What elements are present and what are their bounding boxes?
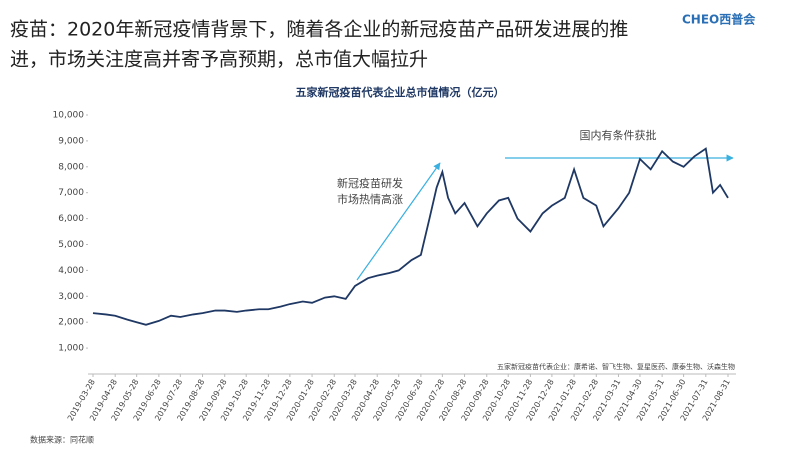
annotation: 市场热情高涨 xyxy=(337,192,403,206)
y-tick-label: 6,000 xyxy=(58,214,84,224)
slide-title: 进，市场关注度高并寄予高预期，总市值大幅拉升 xyxy=(10,49,428,71)
y-tick-label: 2,000 xyxy=(58,318,84,328)
y-tick-label: 8,000 xyxy=(58,162,84,172)
y-tick-label: 3,000 xyxy=(58,292,84,302)
annotation: 国内有条件获批 xyxy=(580,128,657,142)
source: 数据来源：同花顺 xyxy=(30,435,94,445)
arrow xyxy=(356,162,441,281)
y-tick-label: 7,000 xyxy=(58,188,84,198)
line-series xyxy=(92,147,729,326)
y-tick-label: 4,000 xyxy=(58,266,84,276)
note: 五家新冠疫苗代表企业：康希诺、智飞生物、复星医药、康泰生物、沃森生物 xyxy=(497,362,735,371)
y-tick-label: 9,000 xyxy=(58,136,84,146)
annotation: 新冠疫苗研发 xyxy=(337,176,403,190)
logo: CHEO西普会 xyxy=(682,12,756,27)
slide-title: 疫苗：2020年新冠疫情背景下，随着各企业的新冠疫苗产品研发进展的推 xyxy=(10,19,628,41)
chart-title: 五家新冠疫苗代表企业总市值情况（亿元） xyxy=(296,85,505,99)
y-tick-label: 5,000 xyxy=(58,240,84,250)
y-tick-label: 10,000 xyxy=(53,111,85,121)
y-tick-label: 1,000 xyxy=(58,344,84,354)
